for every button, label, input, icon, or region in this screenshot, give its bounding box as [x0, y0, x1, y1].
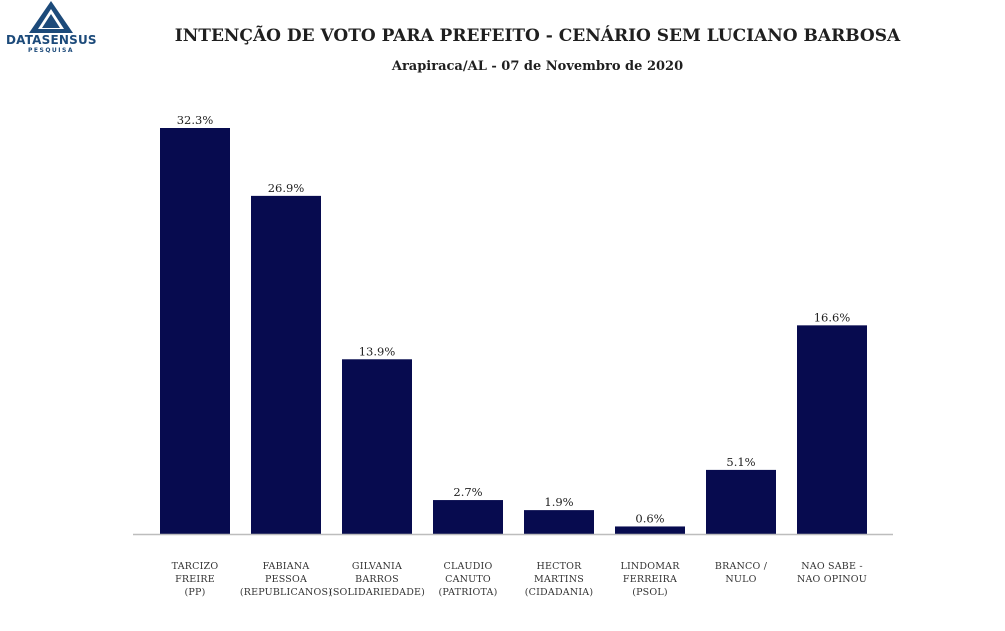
bar-4	[524, 510, 594, 534]
chart-title: INTENÇÃO DE VOTO PARA PREFEITO - CENÁRIO…	[174, 26, 901, 46]
category-label-0: TARCIZO FREIRE (PP)	[172, 561, 219, 598]
category-label-7: NAO SABE -NAO OPINOU	[797, 561, 867, 585]
logo-tagline: PESQUISA	[28, 47, 74, 54]
bar-2	[342, 359, 412, 534]
value-label-0: 32.3%	[177, 113, 214, 127]
value-label-5: 0.6%	[635, 511, 664, 525]
category-label-3: CLAUDIO CANUTO (PATRIOTA)	[439, 561, 498, 598]
chart-subtitle: Arapiraca/AL - 07 de Novembro de 2020	[391, 59, 684, 74]
logo-mountain-icon	[29, 1, 73, 33]
category-label-5: LINDOMAR FERREIRA (PSOL)	[620, 561, 680, 598]
bar-0	[160, 128, 230, 534]
value-label-1: 26.9%	[268, 181, 305, 195]
logo-wordmark: DATASENSUS	[6, 33, 97, 47]
value-label-6: 5.1%	[726, 455, 755, 469]
category-label-2: GILVANIA BARROS (SOLIDARIEDADE)	[329, 561, 425, 598]
datasensus-logo: DATASENSUS PESQUISA	[6, 0, 97, 56]
bar-6	[706, 469, 776, 534]
bar-3	[433, 500, 503, 534]
bar-5	[615, 526, 685, 534]
value-label-4: 1.9%	[544, 495, 573, 509]
value-label-7: 16.6%	[814, 310, 851, 324]
category-label-1: FABIANA PESSOA (REPUBLICANOS)	[240, 561, 332, 598]
category-label-4: HECTOR MARTINS (CIDADANIA)	[525, 561, 594, 598]
bar-7	[797, 325, 867, 534]
value-label-2: 13.9%	[359, 344, 396, 358]
value-label-3: 2.7%	[453, 485, 482, 499]
category-label-6: BRANCO / NULO	[715, 561, 768, 585]
bar-1	[251, 195, 321, 534]
